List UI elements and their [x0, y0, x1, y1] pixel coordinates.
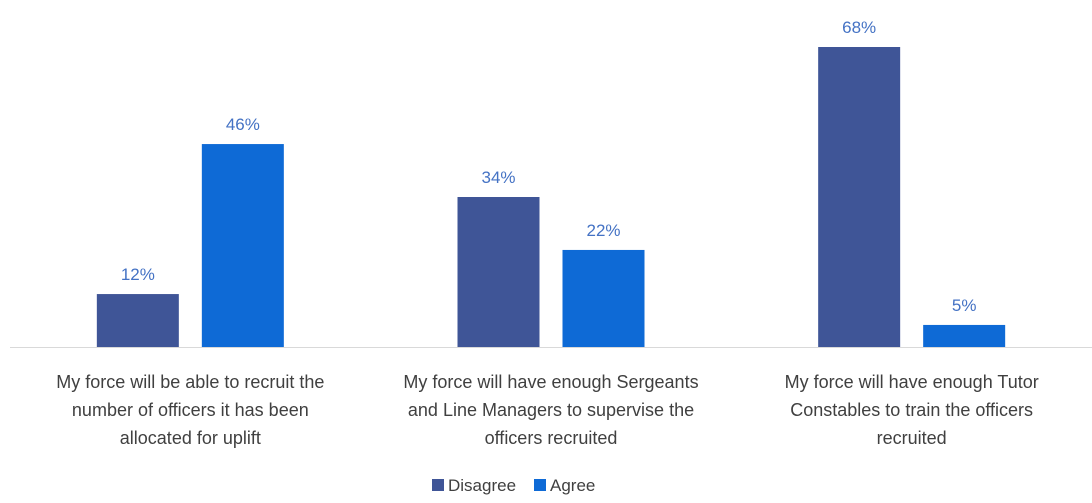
bar-disagree-1 — [96, 294, 179, 347]
category-label-3-line-3: recruited — [877, 428, 947, 448]
bar-disagree-2 — [457, 197, 540, 347]
category-label-2-line-3: officers recruited — [485, 428, 618, 448]
bar-agree-3 — [923, 324, 1006, 347]
bar-agree-1 — [201, 144, 284, 347]
bar-agree-2 — [562, 249, 645, 347]
legend-swatch-agree — [534, 479, 546, 491]
data-label-disagree-3: 68% — [842, 18, 876, 37]
category-label-3-line-2: Constables to train the officers — [790, 400, 1033, 420]
bar-disagree-3 — [818, 47, 901, 347]
data-label-disagree-2: 34% — [481, 168, 515, 187]
category-label-1-line-2: number of officers it has been — [72, 400, 309, 420]
legend-swatch-disagree — [432, 479, 444, 491]
legend-label-agree: Agree — [550, 476, 595, 495]
data-label-agree-1: 46% — [226, 115, 260, 134]
category-label-1-line-1: My force will be able to recruit the — [56, 372, 324, 392]
category-label-1-line-3: allocated for uplift — [120, 428, 261, 448]
category-label-3-line-1: My force will have enough Tutor — [785, 372, 1039, 392]
category-label-2-line-2: and Line Managers to supervise the — [408, 400, 694, 420]
category-label-2-line-1: My force will have enough Sergeants — [403, 372, 698, 392]
data-label-agree-2: 22% — [586, 221, 620, 240]
legend-label-disagree: Disagree — [448, 476, 516, 495]
data-label-disagree-1: 12% — [121, 265, 155, 284]
data-label-agree-3: 5% — [952, 296, 977, 315]
